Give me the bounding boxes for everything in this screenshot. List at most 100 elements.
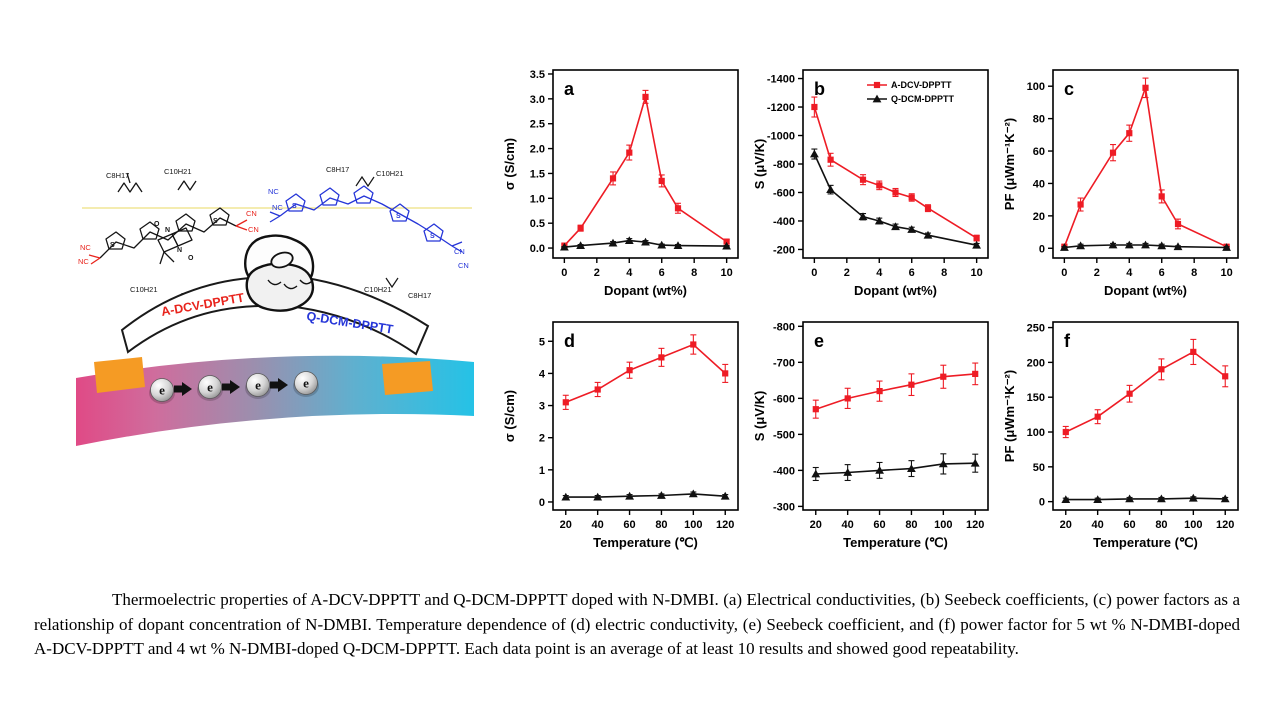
- x-axis-label: Temperature (℃): [843, 535, 948, 550]
- data-marker: [1173, 242, 1183, 251]
- y-axis-label: S (μV/K): [752, 139, 767, 190]
- data-marker: [1174, 220, 1182, 228]
- data-marker: [1126, 130, 1133, 137]
- data-marker: [1124, 240, 1134, 249]
- x-tick-label: 120: [1216, 519, 1234, 531]
- series-line: [1064, 244, 1227, 249]
- x-tick-label: 20: [1060, 519, 1072, 531]
- x-tick-label: 8: [691, 267, 697, 279]
- data-marker: [938, 459, 948, 468]
- data-marker: [690, 341, 697, 348]
- data-marker: [674, 205, 682, 212]
- y-tick-label: -600: [773, 393, 795, 405]
- data-marker: [1222, 243, 1231, 251]
- arrow-icon: [222, 380, 240, 394]
- y-tick-label: 4: [539, 368, 546, 380]
- y-tick-label: -1200: [767, 102, 795, 114]
- x-tick-label: 10: [721, 267, 733, 279]
- thermoelectric-film: [76, 355, 474, 446]
- x-tick-label: 10: [1221, 267, 1233, 279]
- x-tick-label: 4: [876, 267, 883, 279]
- data-marker: [642, 93, 649, 100]
- data-marker: [972, 370, 979, 377]
- data-marker: [1077, 201, 1084, 208]
- electron-flow: e e e e: [149, 371, 319, 404]
- x-tick-label: 60: [873, 519, 885, 531]
- data-marker: [811, 469, 821, 478]
- x-tick-label: 100: [1184, 519, 1202, 531]
- series-line: [565, 493, 726, 498]
- y-axis-label: σ (S/cm): [502, 138, 517, 190]
- data-marker: [972, 240, 981, 249]
- y-tick-label: 80: [1033, 114, 1045, 126]
- legend-label: A-DCV-DPPTT: [891, 80, 952, 90]
- data-marker: [1094, 413, 1101, 420]
- chem-label-nitrile: CN: [454, 247, 465, 256]
- chem-label-alkyl: C8H17: [408, 291, 431, 300]
- atom-label-o: O: [188, 255, 194, 262]
- data-marker: [1141, 240, 1150, 249]
- data-marker: [827, 156, 834, 163]
- y-tick-label: -1400: [767, 74, 795, 86]
- panel-letter: b: [814, 79, 825, 99]
- series-line: [1063, 87, 1227, 248]
- y-tick-label: -300: [773, 501, 795, 513]
- atom-label-s: S: [430, 233, 435, 240]
- data-marker: [1142, 84, 1149, 91]
- data-marker: [657, 240, 667, 249]
- y-tick-label: 20: [1033, 211, 1045, 223]
- chart-panel-f: 20 40 60 80 100 120 0 50 100 150 200 250 Temperature…: [1002, 321, 1239, 550]
- y-tick-label: 60: [1033, 146, 1045, 158]
- x-tick-label: 80: [905, 519, 917, 531]
- data-marker: [624, 236, 634, 244]
- y-tick-label: 1: [539, 465, 545, 477]
- atom-label-o: O: [154, 221, 160, 228]
- x-tick-label: 80: [655, 519, 667, 531]
- chem-label-alkyl: C10H21: [376, 169, 404, 178]
- y-tick-label: 3.0: [530, 94, 545, 106]
- chem-label-nitrile: CN: [248, 225, 259, 234]
- x-tick-label: 120: [716, 519, 734, 531]
- panel-letter: f: [1064, 331, 1071, 351]
- y-tick-label: 0.5: [530, 218, 545, 230]
- x-tick-label: 8: [941, 267, 947, 279]
- series-line: [564, 239, 727, 248]
- x-axis-label: Dopant (wt%): [854, 283, 937, 298]
- data-marker: [908, 381, 915, 388]
- data-marker: [924, 205, 932, 212]
- plot-frame: [1052, 321, 1239, 511]
- x-tick-label: 20: [560, 519, 572, 531]
- series-line: [815, 373, 976, 410]
- chem-label-nitrile: NC: [78, 257, 89, 266]
- data-marker: [826, 185, 835, 193]
- y-tick-label: 5: [539, 336, 545, 348]
- x-tick-label: 2: [1094, 267, 1100, 279]
- chem-label-nitrile: NC: [80, 243, 91, 252]
- data-marker: [561, 492, 571, 501]
- y-tick-label: 50: [1033, 462, 1045, 474]
- y-tick-label: 250: [1027, 323, 1045, 335]
- x-tick-label: 6: [1159, 267, 1165, 279]
- data-marker: [722, 370, 729, 377]
- x-tick-label: 2: [844, 267, 850, 279]
- right-arm-ribbon: [286, 274, 430, 356]
- y-tick-label: 0: [1039, 497, 1045, 509]
- data-marker: [875, 466, 884, 474]
- x-tick-label: 0: [1061, 267, 1067, 279]
- data-marker: [844, 395, 851, 402]
- y-axis-label: PF (μWm⁻¹K⁻²): [1002, 118, 1017, 210]
- plot-frame: [802, 321, 989, 511]
- series-line: [1065, 497, 1226, 501]
- data-marker: [908, 194, 915, 201]
- y-axis-label: PF (μWm⁻¹K⁻²): [1002, 370, 1017, 462]
- data-marker: [1060, 243, 1069, 251]
- data-marker: [907, 225, 917, 233]
- plot-frame: [1052, 69, 1239, 259]
- x-tick-label: 4: [1126, 267, 1133, 279]
- series-line: [1065, 350, 1226, 433]
- data-marker: [1108, 240, 1118, 249]
- figure-caption: Thermoelectric properties of A-DCV-DPPTT…: [34, 588, 1240, 662]
- panel-letter: c: [1064, 79, 1074, 99]
- atom-label-s: S: [110, 242, 115, 249]
- dcv-end-groups: [88, 219, 248, 265]
